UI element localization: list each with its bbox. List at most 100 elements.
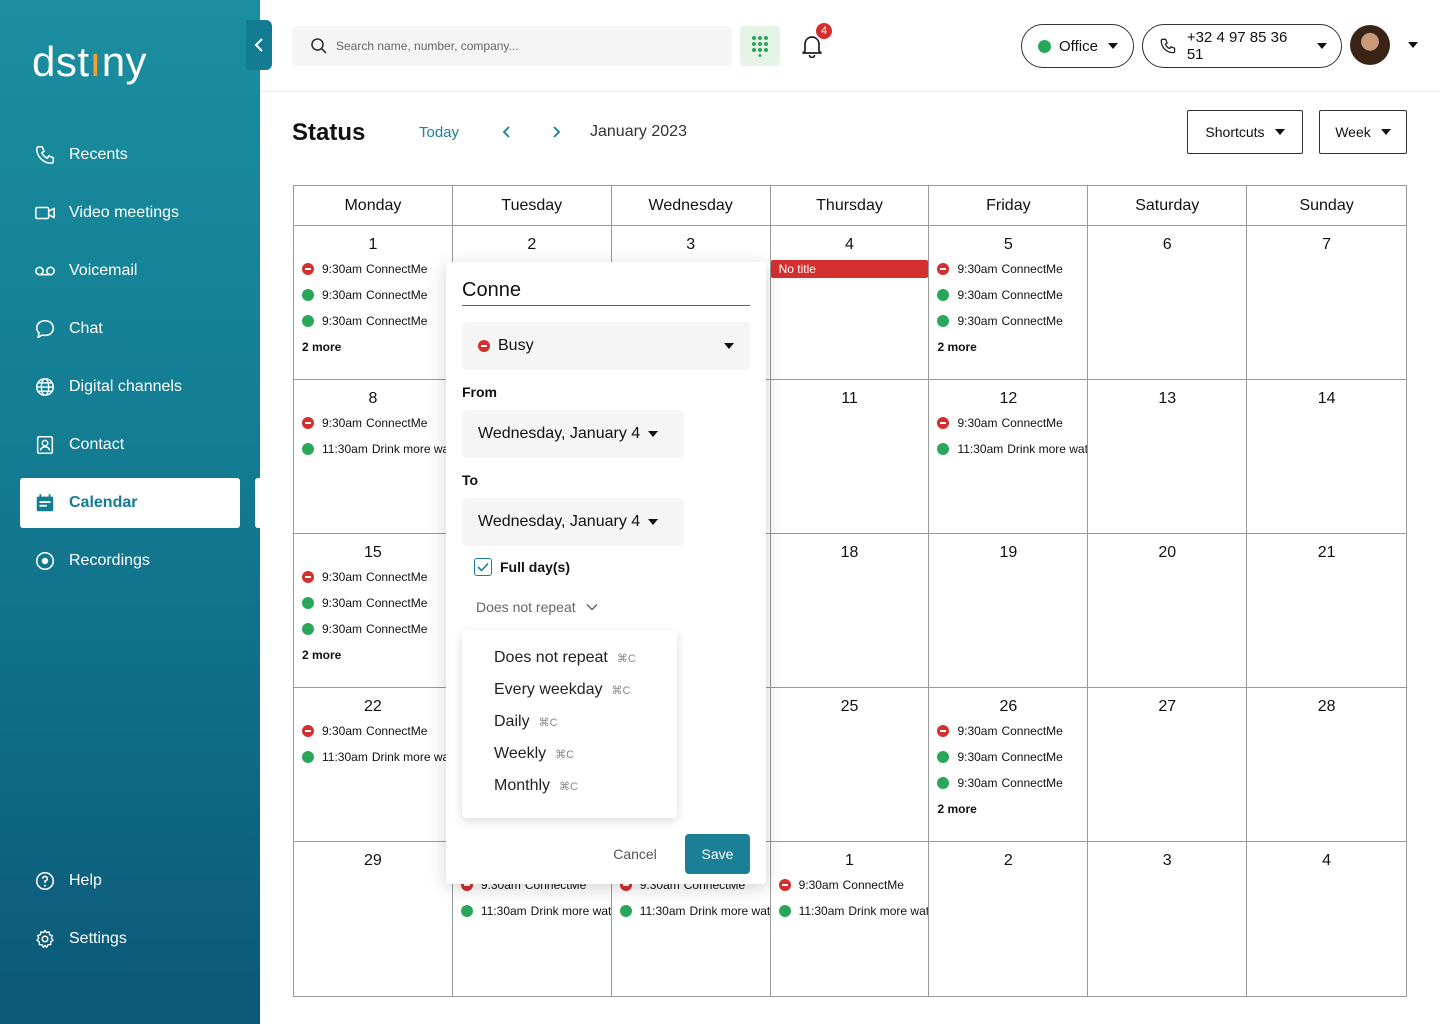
calendar-event[interactable]: 9:30am ConnectMe [294, 718, 452, 744]
dialpad-button[interactable] [740, 26, 780, 66]
calendar-day-cell[interactable]: 6 [1088, 226, 1248, 380]
full-day-option[interactable]: Full day(s) [474, 558, 570, 576]
calendar-day-cell[interactable]: 4 No title [770, 226, 930, 380]
calendar-event[interactable]: 9:30am ConnectMe [929, 770, 1087, 796]
day-number: 4 [845, 236, 854, 253]
calendar-event[interactable]: 9:30am ConnectMe [294, 410, 452, 436]
available-status-icon [302, 315, 314, 327]
calendar-day-cell[interactable]: 25 [770, 688, 930, 842]
repeat-option-monthly[interactable]: Monthly ⌘C [462, 770, 677, 802]
calendar-event[interactable]: 9:30am ConnectMe [929, 282, 1087, 308]
more-events-link[interactable]: 2 more [302, 648, 342, 662]
presence-selector[interactable]: Office [1021, 24, 1134, 68]
calendar-event[interactable]: 9:30am ConnectMe [929, 256, 1087, 282]
calendar-event[interactable]: 9:30am ConnectMe [294, 282, 452, 308]
calendar-event[interactable]: 9:30am ConnectMe [929, 718, 1087, 744]
repeat-select[interactable]: Does not repeat [476, 599, 598, 615]
search-box[interactable] [292, 26, 732, 66]
event-name: ConnectMe [1001, 288, 1063, 302]
calendar-event[interactable]: 9:30am ConnectMe [771, 872, 929, 898]
sidebar-item-chat[interactable]: Chat [20, 304, 240, 354]
calendar-day-cell[interactable]: 18 [770, 534, 930, 688]
calendar-day-cell[interactable]: 29 [294, 842, 453, 996]
sidebar-item-voicemail[interactable]: Voicemail [20, 246, 240, 296]
day-number: 19 [999, 544, 1018, 561]
calendar-day-cell[interactable]: 28 [1247, 688, 1407, 842]
calendar-day-cell[interactable]: 21 [1247, 534, 1407, 688]
sidebar-item-video-meetings[interactable]: Video meetings [20, 188, 240, 238]
more-events-link[interactable]: 2 more [937, 340, 977, 354]
sidebar-item-digital-channels[interactable]: Digital channels [20, 362, 240, 412]
repeat-option-every-weekday[interactable]: Every weekday ⌘C [462, 674, 677, 706]
repeat-option-weekly[interactable]: Weekly ⌘C [462, 738, 677, 770]
calendar-event[interactable]: 9:30am ConnectMe [929, 744, 1087, 770]
calendar-event[interactable]: 9:30am ConnectMe [294, 590, 452, 616]
calendar-day-cell[interactable]: 4 [1247, 842, 1406, 996]
search-input[interactable] [336, 39, 696, 53]
from-label: From [462, 384, 497, 400]
notifications-button[interactable] [792, 26, 832, 66]
calendar-day-cell[interactable]: 3 [1088, 842, 1248, 996]
calendar-event[interactable]: 9:30am ConnectMe [929, 308, 1087, 334]
view-dropdown[interactable]: Week [1319, 110, 1407, 154]
calendar-event[interactable]: 9:30am ConnectMe [929, 410, 1087, 436]
presence-label: Office [1059, 37, 1098, 55]
cancel-button[interactable]: Cancel [613, 846, 657, 862]
sidebar-item-help[interactable]: Help [20, 856, 240, 906]
calendar-event[interactable]: 9:30am ConnectMe [294, 564, 452, 590]
calendar-day-cell[interactable]: 7 [1247, 226, 1407, 380]
sidebar-item-recents[interactable]: Recents [20, 130, 240, 180]
user-avatar[interactable] [1350, 25, 1390, 65]
calendar-day-cell[interactable]: 11 [770, 380, 930, 534]
calendar-day-cell[interactable]: 20 [1088, 534, 1248, 688]
calendar-day-cell[interactable]: 14 [1247, 380, 1407, 534]
calendar-day-cell[interactable]: 1 9:30am ConnectMe 9:30am ConnectMe 9:30am Con… [294, 226, 453, 380]
no-title-event[interactable]: No title [770, 260, 929, 278]
calendar-event[interactable]: 9:30am ConnectMe [294, 308, 452, 334]
today-button[interactable]: Today [419, 124, 460, 141]
account-menu-caret-icon[interactable] [1408, 42, 1418, 48]
calendar-event[interactable]: 9:30am ConnectMe [294, 616, 452, 642]
calendar-day-cell[interactable]: 19 [929, 534, 1089, 688]
previous-month-button[interactable] [497, 122, 517, 142]
sidebar-item-contact[interactable]: Contact [20, 420, 240, 470]
calendar-day-cell[interactable]: 27 [1088, 688, 1248, 842]
from-date-select[interactable]: Wednesday, January 4 [462, 410, 684, 458]
sidebar-item-calendar[interactable]: Calendar [20, 478, 240, 528]
calendar-icon [36, 494, 54, 512]
to-label: To [462, 472, 479, 488]
more-events-link[interactable]: 2 more [302, 340, 342, 354]
to-date-select[interactable]: Wednesday, January 4 [462, 498, 684, 546]
calendar-day-cell[interactable]: 13 [1088, 380, 1248, 534]
next-month-button[interactable] [546, 122, 566, 142]
phone-line-selector[interactable]: +32 4 97 85 36 51 [1142, 24, 1342, 68]
more-events-link[interactable]: 2 more [937, 802, 977, 816]
sidebar-item-recordings[interactable]: Recordings [20, 536, 240, 586]
calendar-day-cell[interactable]: 26 9:30am ConnectMe 9:30am ConnectMe 9:30am Co… [929, 688, 1089, 842]
dstny-logo[interactable]: dstıny [32, 38, 148, 85]
collapse-sidebar-button[interactable] [246, 20, 272, 70]
calendar-event[interactable]: 9:30am ConnectMe [294, 256, 452, 282]
status-select[interactable]: Busy [462, 322, 750, 370]
full-day-checkbox[interactable] [474, 558, 492, 576]
calendar-day-cell[interactable]: 5 9:30am ConnectMe 9:30am ConnectMe 9:30am Con… [929, 226, 1089, 380]
calendar-day-cell[interactable]: 15 9:30am ConnectMe 9:30am ConnectMe 9:30am Co… [294, 534, 453, 688]
repeat-option-does-not-repeat[interactable]: Does not repeat ⌘C [462, 642, 677, 674]
sidebar-item-settings[interactable]: Settings [20, 914, 240, 964]
calendar-day-cell[interactable]: 2 [929, 842, 1089, 996]
shortcuts-dropdown[interactable]: Shortcuts [1187, 110, 1303, 154]
event-title-input[interactable] [462, 276, 750, 306]
save-button[interactable]: Save [685, 834, 750, 874]
main-nav: Recents Video meetings Voicemail Chat Digita… [20, 130, 240, 594]
repeat-option-daily[interactable]: Daily ⌘C [462, 706, 677, 738]
